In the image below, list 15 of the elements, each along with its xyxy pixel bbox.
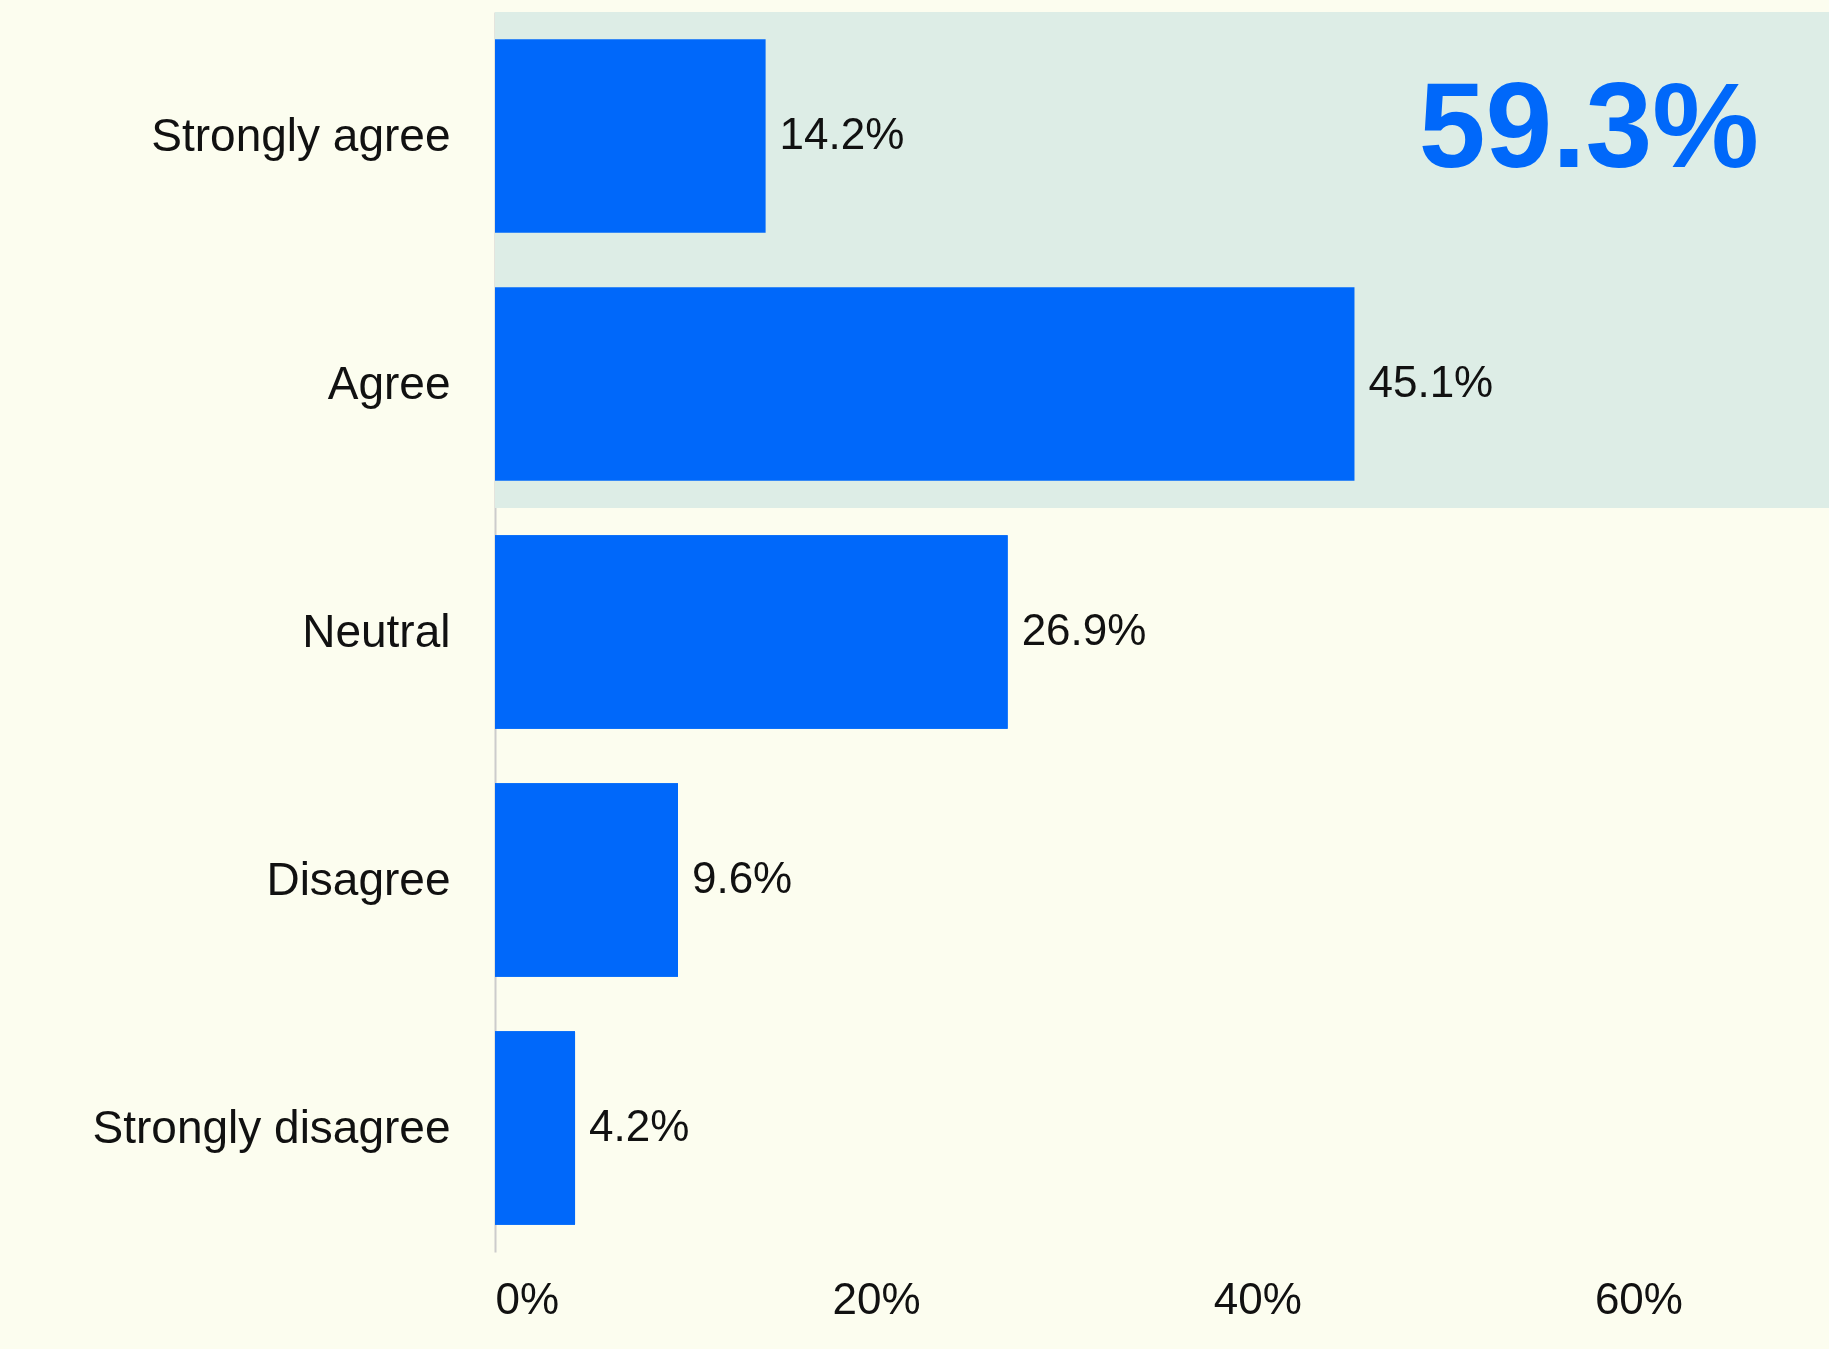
x-tick-label: 40% [1213, 1273, 1302, 1323]
band-label: 59.3% [1418, 58, 1759, 192]
data-label: 14.2% [779, 109, 905, 158]
y-tick-label: Strongly agree [151, 108, 451, 161]
y-tick-label: Agree [327, 356, 451, 409]
y-tick-label: Neutral [302, 604, 451, 657]
data-label: 26.9% [1021, 605, 1147, 654]
data-label: 9.6% [691, 853, 793, 902]
y-tick-label: Strongly disagree [92, 1100, 451, 1153]
x-tick-label: 20% [832, 1273, 921, 1323]
y-tick-label: Disagree [266, 852, 451, 905]
x-tick-label: 60% [1594, 1273, 1683, 1323]
data-label: 45.1% [1368, 357, 1494, 406]
x-tick-label: 0% [495, 1273, 560, 1323]
data-label: 4.2% [589, 1101, 690, 1150]
